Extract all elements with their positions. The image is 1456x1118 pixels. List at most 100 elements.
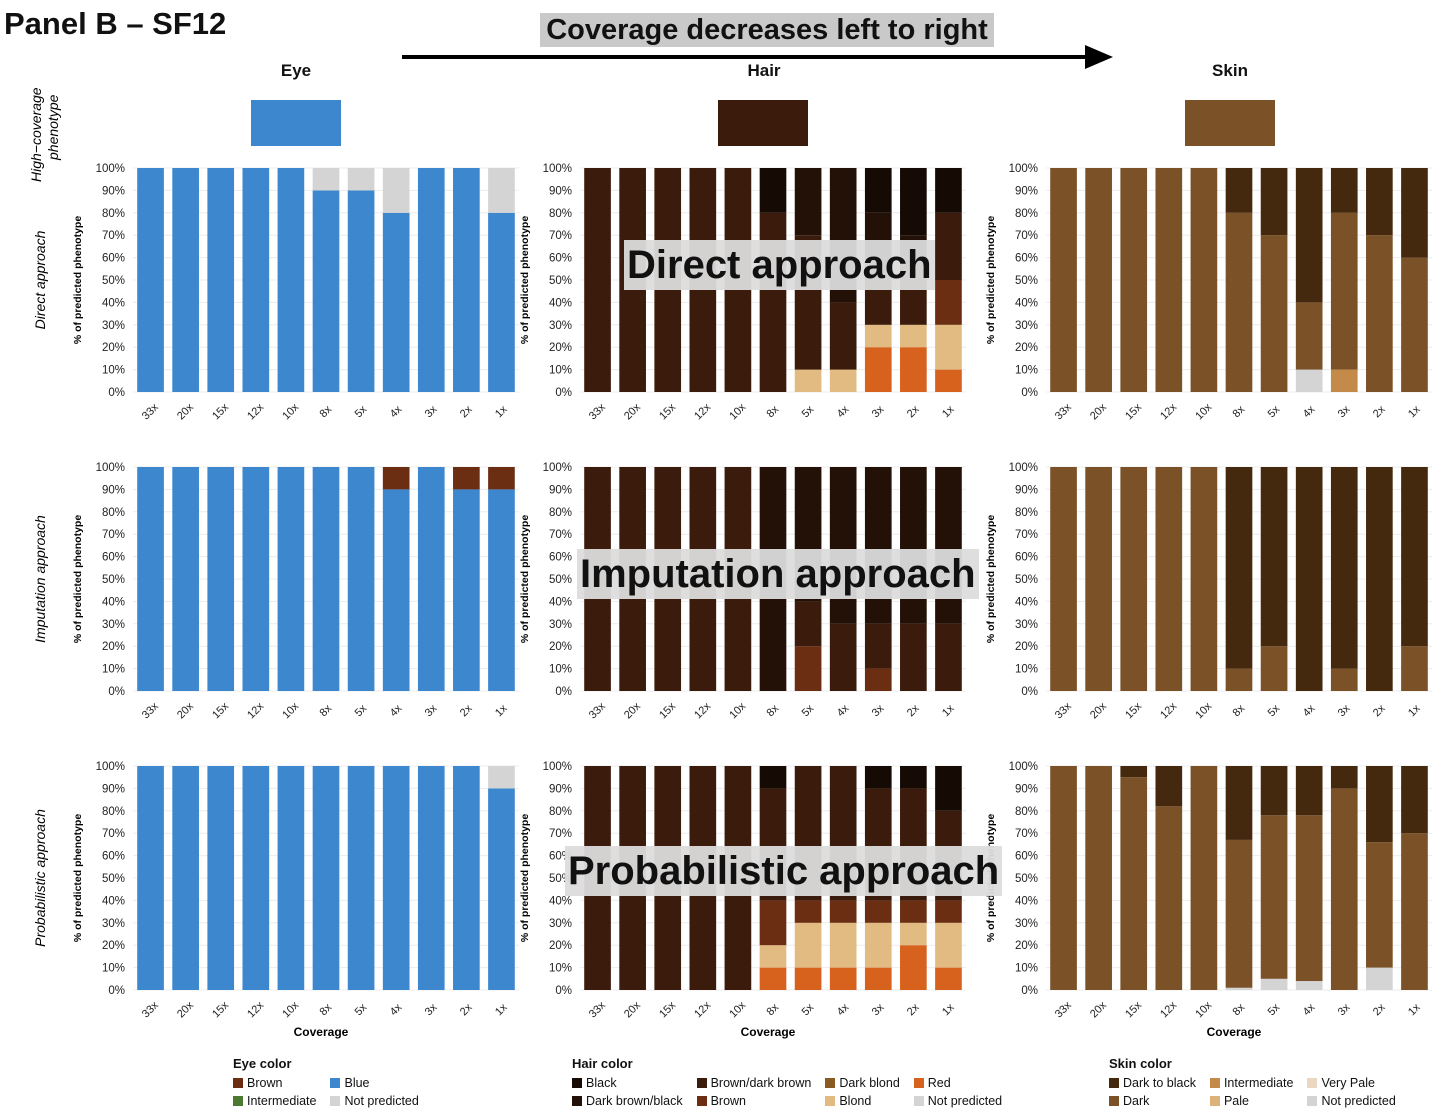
x-tick-label: 10x [727, 999, 748, 1020]
x-tick-label: 12x [1158, 401, 1179, 422]
y-tick-label: 20% [549, 342, 572, 354]
y-tick-label: 100% [96, 761, 125, 773]
y-tick-label: 100% [96, 462, 125, 474]
legend-label: Dark to black [1123, 1076, 1196, 1090]
bar-segment-hair-direct-5x-blond [794, 369, 822, 392]
bar-segment-eye-imputation-1x-blue [488, 489, 515, 691]
x-tick-label: 15x [210, 700, 231, 721]
y-tick-label: 70% [102, 230, 125, 242]
bar-segment-eye-direct-1x-not-predicted [488, 168, 515, 213]
legend-swatch [1307, 1096, 1318, 1106]
y-tick-label: 60% [549, 552, 572, 564]
y-axis-label: % of predicted phenotype [985, 515, 997, 644]
skin-high-coverage-swatch [1185, 100, 1275, 146]
bar-segment-skin-imputation-3x-dark [1330, 668, 1358, 691]
overlay-imputation-approach: Imputation approach [577, 549, 979, 599]
y-tick-label: 70% [549, 828, 572, 840]
bar-segment-hair-probabilistic-2x-blond [900, 922, 927, 946]
legend-label: Intermediate [1223, 1076, 1294, 1090]
y-tick-label: 80% [1015, 806, 1038, 818]
bar-segment-eye-imputation-10x-blue [277, 467, 305, 691]
y-tick-label: 60% [102, 851, 125, 863]
bar-segment-eye-probabilistic-1x-blue [488, 788, 515, 990]
y-axis-label: % of predicted phenotype [72, 814, 84, 943]
legend-item: Blue [330, 1074, 418, 1092]
bar-segment-hair-direct-4x-blond [829, 369, 857, 392]
bar-segment-hair-imputation-4x-dark-brown-black [829, 467, 857, 624]
x-tick-label: 33x [587, 401, 608, 422]
y-tick-label: 40% [102, 895, 125, 907]
bar-segment-skin-probabilistic-12x-dark [1155, 806, 1183, 990]
x-tick-label: 20x [1088, 700, 1109, 721]
bar-segment-hair-direct-33x-brown-dark-brown [584, 168, 611, 392]
bar-segment-skin-imputation-20x-dark [1085, 467, 1112, 691]
bar-segment-hair-probabilistic-3x-black [864, 766, 892, 789]
y-tick-label: 90% [549, 783, 572, 795]
bar-segment-skin-direct-2x-dark [1366, 235, 1393, 392]
legend-eye-color: Eye color Brown Intermediate Blue Not predic… [233, 1056, 419, 1110]
x-tick-label: 3x [423, 702, 440, 719]
legend-item: Intermediate [233, 1092, 316, 1110]
bar-segment-skin-direct-20x-dark [1085, 168, 1112, 392]
bar-segment-hair-probabilistic-5x-brown [794, 900, 822, 923]
bar-segment-hair-probabilistic-4x-red [829, 967, 857, 990]
x-tick-label: 8x [765, 702, 782, 719]
x-tick-label: 4x [835, 702, 852, 719]
x-tick-label: 8x [765, 403, 782, 420]
bar-segment-hair-imputation-3x-brown-dark-brown [864, 623, 892, 669]
y-tick-label: 10% [549, 664, 572, 676]
x-tick-label: 10x [727, 700, 748, 721]
bar-segment-eye-imputation-2x-brown [453, 467, 480, 490]
y-tick-label: 20% [1015, 342, 1038, 354]
legend-label: Brown [247, 1076, 283, 1090]
bar-segment-skin-probabilistic-4x-dark [1295, 815, 1323, 982]
legend-label: Dark [1123, 1094, 1150, 1108]
y-tick-label: 80% [102, 208, 125, 220]
y-tick-label: 40% [549, 596, 572, 608]
y-tick-label: 50% [1015, 275, 1038, 287]
hair-high-coverage-swatch [718, 100, 808, 146]
bar-segment-skin-probabilistic-8x-not-predicted [1225, 987, 1253, 990]
y-tick-label: 50% [102, 574, 125, 586]
x-tick-label: 3x [870, 1001, 887, 1018]
bar-segment-hair-imputation-5x-brown [794, 646, 822, 691]
y-tick-label: 0% [555, 686, 572, 698]
bar-segment-skin-direct-3x-intermediate [1330, 369, 1358, 392]
bar-segment-skin-probabilistic-2x-dark-to-black [1366, 766, 1393, 843]
x-tick-label: 33x [140, 401, 161, 422]
y-tick-label: 50% [549, 275, 572, 287]
x-tick-label: 5x [1266, 403, 1283, 420]
legend-item: Red [913, 1074, 1002, 1092]
bar-segment-hair-probabilistic-1x-blond [935, 922, 962, 968]
x-tick-label: 1x [1406, 1001, 1423, 1018]
bar-segment-hair-probabilistic-5x-blond [794, 922, 822, 968]
legend-label: Not predicted [344, 1094, 419, 1108]
y-tick-label: 40% [1015, 596, 1038, 608]
legend-label: Dark brown/black [586, 1094, 683, 1108]
x-tick-label: 8x [1231, 702, 1248, 719]
y-tick-label: 80% [549, 507, 572, 519]
bar-segment-hair-probabilistic-8x-black [759, 766, 787, 789]
bar-segment-skin-direct-8x-dark [1225, 212, 1253, 392]
y-tick-label: 10% [549, 963, 572, 975]
bar-segment-eye-direct-15x-blue [207, 168, 235, 392]
x-tick-label: 8x [318, 1001, 335, 1018]
bar-segment-hair-imputation-1x-brown-dark-brown [935, 623, 962, 691]
legend-label: Pale [1223, 1094, 1249, 1108]
trait-label-skin: Skin [1212, 61, 1248, 80]
bar-segment-skin-probabilistic-10x-dark [1190, 766, 1218, 990]
bar-segment-eye-direct-8x-not-predicted [312, 168, 340, 191]
y-tick-label: 0% [108, 686, 125, 698]
y-tick-label: 30% [549, 619, 572, 631]
legend-item: Blond [825, 1092, 899, 1110]
y-tick-label: 40% [549, 895, 572, 907]
bar-segment-skin-imputation-1x-dark-to-black [1401, 467, 1428, 647]
x-tick-label: 3x [1336, 702, 1353, 719]
x-tick-label: 10x [280, 401, 301, 422]
x-tick-label: 1x [493, 403, 510, 420]
y-tick-label: 70% [102, 529, 125, 541]
y-tick-label: 20% [102, 641, 125, 653]
bar-segment-hair-direct-1x-red [935, 369, 962, 392]
x-tick-label: 12x [245, 401, 266, 422]
overlay-direct-approach: Direct approach [624, 240, 935, 290]
